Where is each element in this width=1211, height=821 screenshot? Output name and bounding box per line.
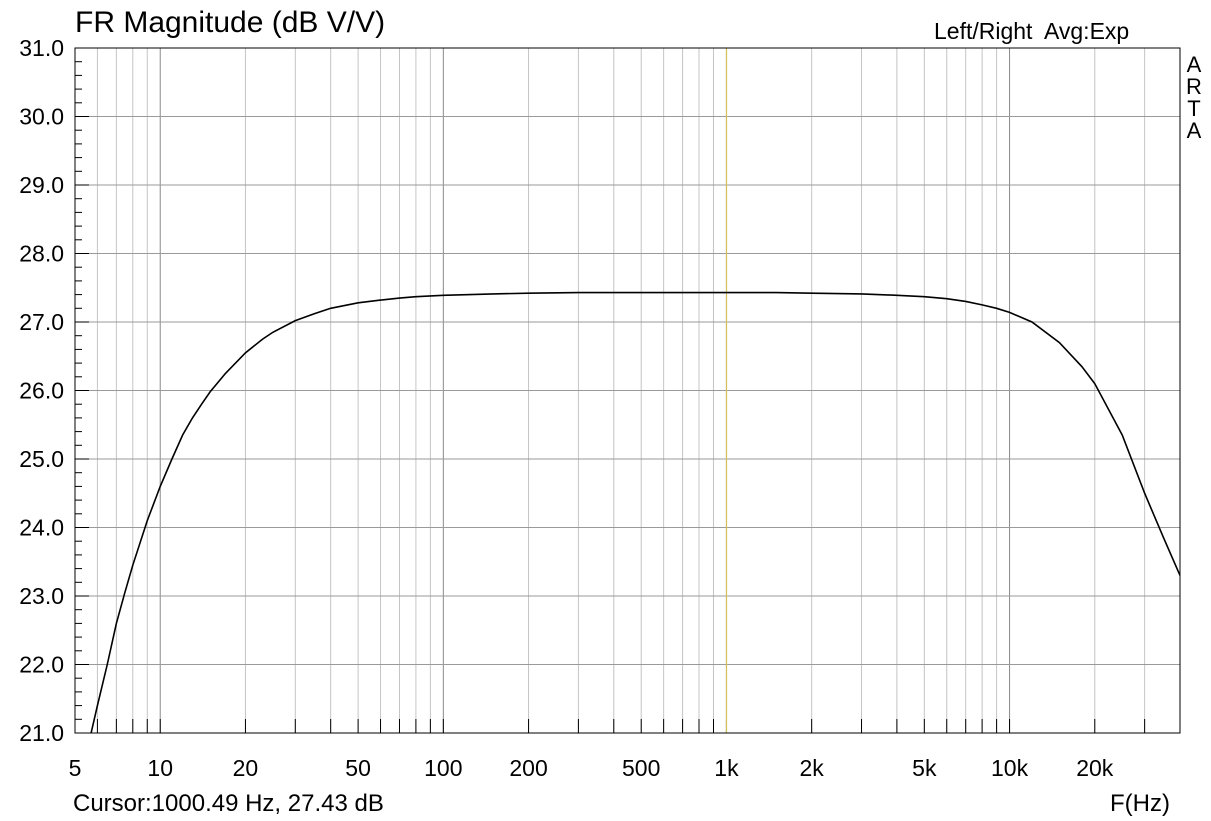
y-tick-label: 31.0 (19, 35, 64, 61)
x-tick-label: 5k (912, 755, 937, 781)
x-tick-label: 5 (69, 755, 82, 781)
brand-letter: R (1186, 74, 1202, 99)
cursor-readout: Cursor:1000.49 Hz, 27.43 dB (73, 790, 384, 817)
y-tick-label: 23.0 (19, 583, 64, 609)
y-tick-label: 28.0 (19, 241, 64, 267)
y-tick-label: 24.0 (19, 515, 64, 541)
x-tick-label: 100 (424, 755, 462, 781)
x-axis-label: F(Hz) (1110, 790, 1170, 817)
x-tick-label: 1k (714, 755, 739, 781)
plot-frame (74, 47, 1181, 734)
major-grid (75, 47, 1180, 734)
channel-label: Left/Right (934, 18, 1033, 44)
x-tick-labels: 5 10 20 50 100 200 500 1k 2k 5k 10k 20k (69, 755, 1114, 781)
y-tick-label: 25.0 (19, 446, 64, 472)
averaging-label: Avg:Exp (1043, 18, 1130, 44)
brand-letter: A (1186, 52, 1202, 77)
y-tick-label: 22.0 (19, 652, 64, 678)
x-tick-label: 50 (345, 755, 371, 781)
x-tick-label: 2k (800, 755, 825, 781)
y-tick-label: 30.0 (19, 104, 64, 130)
brand-letter: A (1186, 118, 1202, 143)
x-tick-label: 20 (233, 755, 259, 781)
y-tick-labels: 21.0 22.0 23.0 24.0 25.0 26.0 27.0 28.0 29.0 30.0… (19, 35, 64, 746)
chart-title: FR Magnitude (dB V/V) (75, 6, 386, 39)
y-tick-label: 27.0 (19, 309, 64, 335)
response-curve (90, 291, 1181, 734)
x-tick-label: 200 (509, 755, 547, 781)
y-tick-label: 21.0 (19, 720, 64, 746)
x-tick-label: 500 (622, 755, 660, 781)
top-right-info: Left/Right Avg:Exp (934, 18, 1129, 45)
y-tick-label: 26.0 (19, 378, 64, 404)
x-tick-label: 20k (1076, 755, 1114, 781)
brand-letter: T (1187, 96, 1201, 121)
x-tick-label: 10k (991, 755, 1029, 781)
x-tick-label: 10 (147, 755, 173, 781)
y-tick-label: 29.0 (19, 172, 64, 198)
